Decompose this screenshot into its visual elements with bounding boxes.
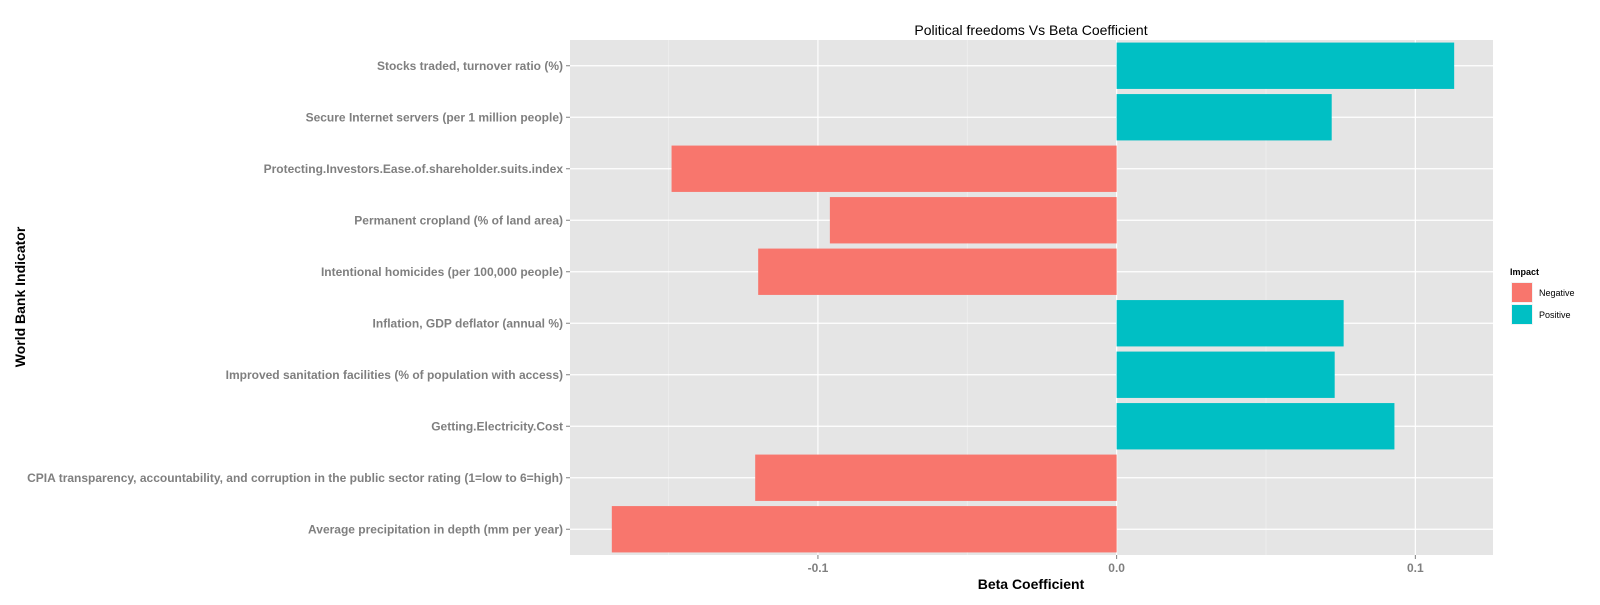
bar: [758, 248, 1117, 295]
bars: [611, 42, 1455, 553]
y-tick-label: Permanent cropland (% of land area): [354, 213, 563, 227]
y-tick-label: Secure Internet servers (per 1 million p…: [306, 110, 563, 124]
bar: [829, 197, 1117, 244]
legend-key-swatch: [1512, 305, 1532, 324]
y-tick-label: Getting.Electricity.Cost: [431, 419, 563, 433]
bar: [1116, 94, 1332, 141]
y-tick-label: Stocks traded, turnover ratio (%): [377, 59, 563, 73]
legend-label: Negative: [1539, 288, 1575, 298]
y-tick-label: CPIA transparency, accountability, and c…: [27, 471, 563, 485]
bar: [671, 145, 1117, 192]
x-axis-ticks: -0.1 0.0 0.1: [808, 555, 1424, 575]
bar: [611, 506, 1117, 553]
x-axis-title: Beta Coefficient: [978, 576, 1085, 592]
y-tick-label: Inflation, GDP deflator (annual %): [373, 316, 563, 330]
y-tick-label: Intentional homicides (per 100,000 peopl…: [321, 265, 563, 279]
legend-title: Impact: [1510, 267, 1539, 277]
y-tick-label: Improved sanitation facilities (% of pop…: [226, 368, 563, 382]
bar: [1116, 351, 1335, 398]
legend-label: Positive: [1539, 310, 1571, 320]
chart-title: Political freedoms Vs Beta Coefficient: [914, 22, 1147, 38]
y-axis-ticks: Stocks traded, turnover ratio (%) Secure …: [27, 59, 570, 536]
y-axis-title: World Bank Indicator: [12, 226, 28, 367]
x-tick-label: 0.0: [1108, 561, 1125, 575]
x-tick-label: -0.1: [808, 561, 829, 575]
bar: [1116, 42, 1455, 89]
legend-key-swatch: [1512, 283, 1532, 302]
x-tick-label: 0.1: [1407, 561, 1424, 575]
legend: Impact Negative Positive: [1510, 267, 1575, 325]
y-tick-label: Average precipitation in depth (mm per y…: [308, 522, 563, 536]
legend-items: Negative Positive: [1511, 282, 1575, 325]
bar: [1116, 300, 1344, 347]
y-tick-label: Protecting.Investors.Ease.of.shareholder…: [264, 162, 564, 176]
bar: [755, 454, 1117, 501]
bar: [1116, 403, 1395, 450]
